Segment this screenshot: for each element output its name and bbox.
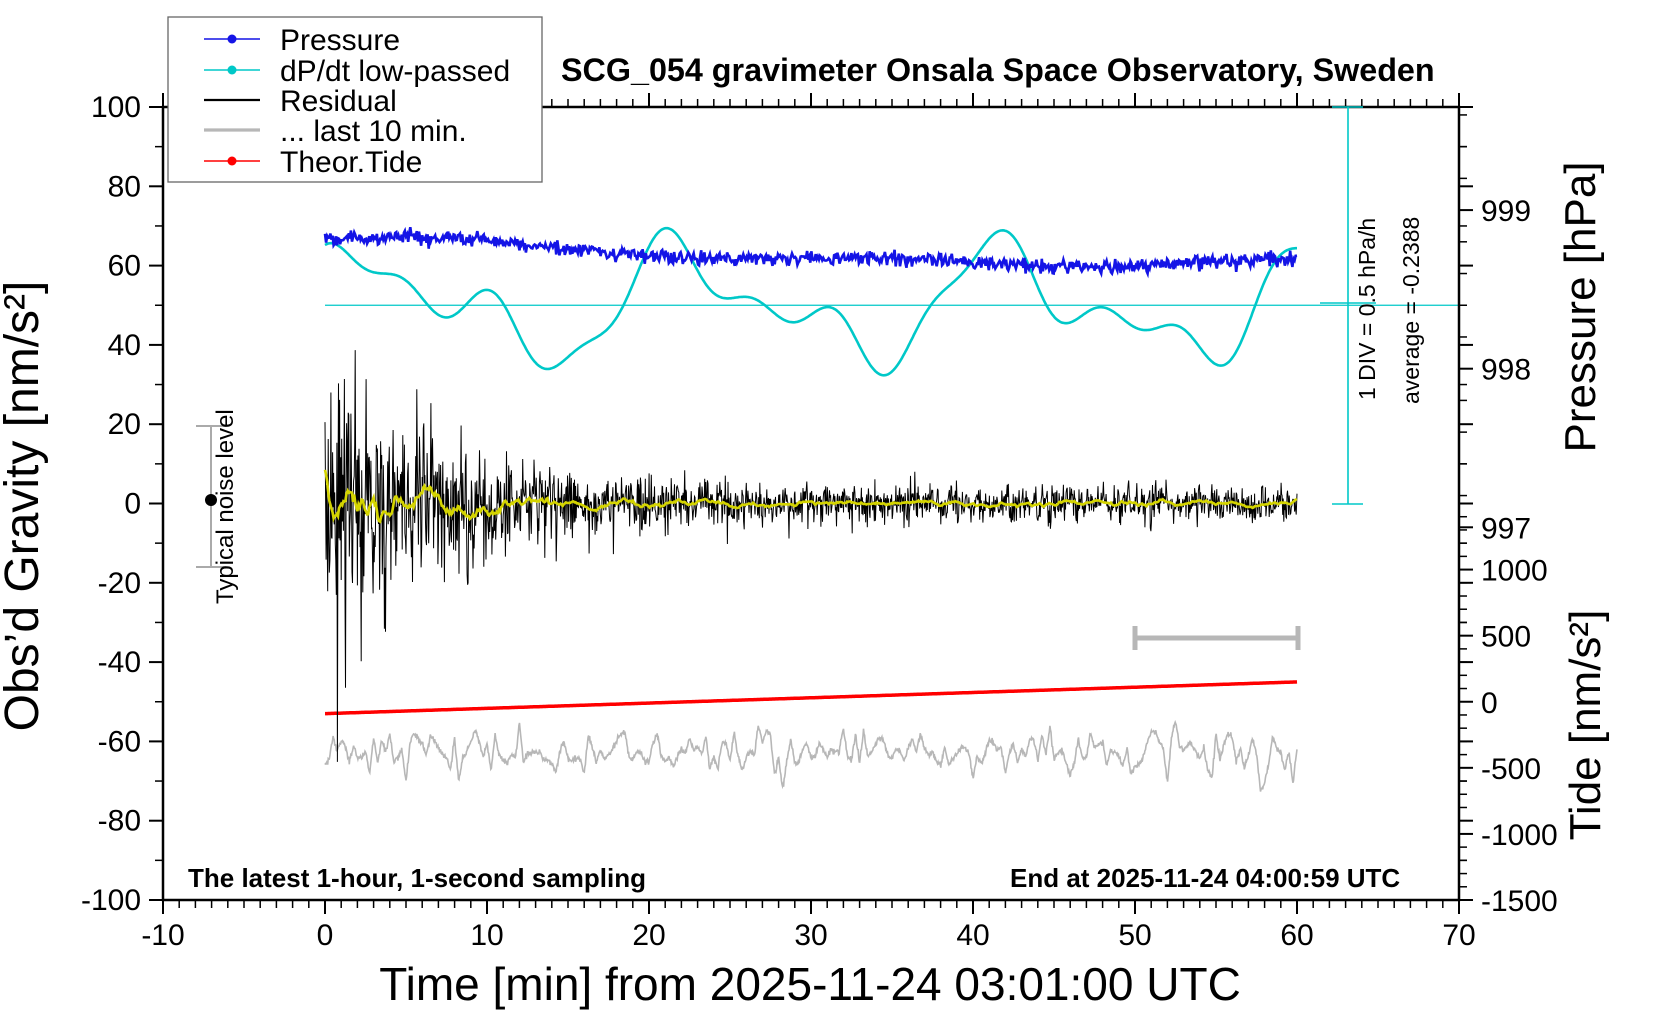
svg-text:-100: -100 (81, 884, 141, 917)
svg-text:40: 40 (108, 329, 141, 362)
svg-text:-500: -500 (1481, 753, 1541, 786)
svg-text:-20: -20 (98, 567, 141, 600)
svg-text:SCG_054 gravimeter Onsala Spac: SCG_054 gravimeter Onsala Space Observat… (561, 52, 1435, 88)
svg-text:Typical noise level: Typical noise level (212, 409, 239, 604)
svg-text:Residual: Residual (280, 85, 397, 118)
svg-text:100: 100 (91, 91, 141, 124)
svg-text:50: 50 (1118, 919, 1151, 952)
svg-text:20: 20 (108, 408, 141, 441)
svg-text:997: 997 (1481, 512, 1531, 545)
svg-text:1000: 1000 (1481, 555, 1548, 588)
svg-text:-60: -60 (98, 725, 141, 758)
svg-text:The latest 1-hour, 1-second sa: The latest 1-hour, 1-second sampling (188, 863, 646, 893)
svg-text:0: 0 (124, 488, 141, 521)
svg-text:30: 30 (794, 919, 827, 952)
svg-text:dP/dt low-passed: dP/dt low-passed (280, 55, 510, 88)
svg-text:Theor.Tide: Theor.Tide (280, 146, 422, 179)
svg-text:-1000: -1000 (1481, 819, 1558, 852)
svg-text:500: 500 (1481, 621, 1531, 654)
svg-text:-40: -40 (98, 646, 141, 679)
svg-text:0: 0 (1481, 687, 1498, 720)
svg-text:Pressure: Pressure (280, 24, 400, 57)
svg-text:0: 0 (317, 919, 334, 952)
svg-text:80: 80 (108, 170, 141, 203)
svg-text:-1500: -1500 (1481, 885, 1558, 918)
svg-text:End at 2025-11-24 04:00:59 UTC: End at 2025-11-24 04:00:59 UTC (1010, 863, 1400, 893)
svg-text:40: 40 (956, 919, 989, 952)
svg-text:Pressure [hPa]: Pressure [hPa] (1556, 161, 1605, 452)
svg-text:998: 998 (1481, 354, 1531, 387)
svg-text:Time [min] from 2025-11-24 03:: Time [min] from 2025-11-24 03:01:00 UTC (379, 958, 1241, 1010)
svg-text:1 DIV = 0.5 hPa/h: 1 DIV = 0.5 hPa/h (1354, 218, 1380, 400)
svg-text:20: 20 (632, 919, 665, 952)
svg-text:60: 60 (108, 250, 141, 283)
svg-text:average = -0.2388: average = -0.2388 (1398, 217, 1424, 404)
svg-text:70: 70 (1442, 919, 1475, 952)
svg-text:60: 60 (1280, 919, 1313, 952)
svg-text:999: 999 (1481, 195, 1531, 228)
svg-text:-10: -10 (141, 919, 184, 952)
svg-text:Tide [nm/s²]: Tide [nm/s²] (1561, 610, 1610, 841)
svg-text:-80: -80 (98, 805, 141, 838)
svg-text:10: 10 (470, 919, 503, 952)
svg-text:... last 10 min.: ... last 10 min. (280, 115, 467, 148)
svg-text:Obs’d Gravity [nm/s²]: Obs’d Gravity [nm/s²] (0, 281, 49, 732)
